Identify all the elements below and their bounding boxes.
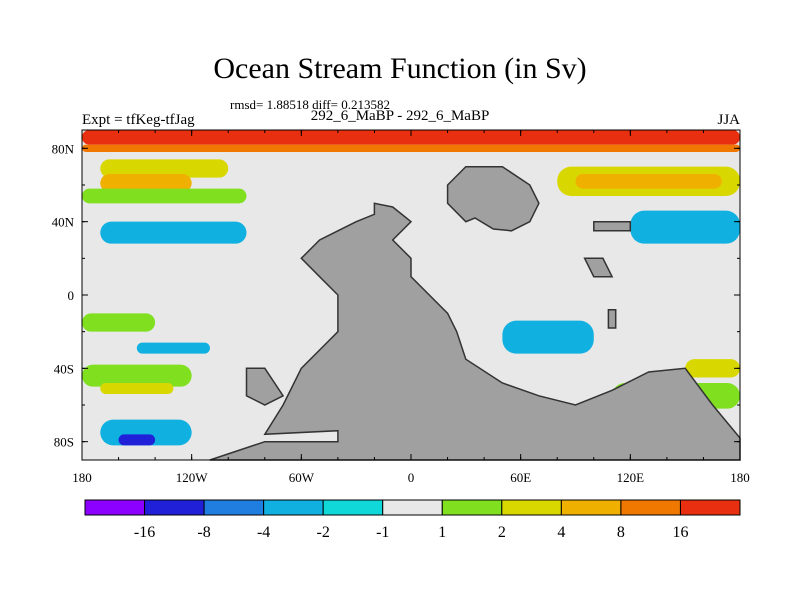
contour-region xyxy=(685,359,740,378)
x-tick-label: 60E xyxy=(510,470,531,485)
contour-region xyxy=(502,320,594,354)
season-label: JJA xyxy=(717,112,740,128)
colorbar-swatch xyxy=(382,499,443,516)
land-mask xyxy=(209,165,741,461)
y-tick-label: 80N xyxy=(52,141,75,156)
colorbar-label: -4 xyxy=(257,524,270,541)
colorbar-label: -1 xyxy=(376,524,389,541)
contour-region xyxy=(630,210,740,244)
contour-region xyxy=(82,364,192,387)
land-mask-shape xyxy=(245,367,285,406)
colorbar-label: -8 xyxy=(197,524,210,541)
axes: 180 120W 60W 0 60E 120E 180 80N 40N 0 40S 80S xyxy=(52,129,750,485)
colorbar-label: 4 xyxy=(557,524,565,541)
land-mask-shape xyxy=(446,165,540,232)
colorbar-swatch xyxy=(203,499,265,516)
land-mask-shape xyxy=(593,220,632,232)
contour-region xyxy=(100,221,247,244)
colorbar-swatch xyxy=(441,499,503,516)
land-mask-shape xyxy=(607,308,617,329)
x-tick-label: 0 xyxy=(408,470,415,485)
x-tick-label: 180 xyxy=(730,470,750,485)
colorbar-label: -16 xyxy=(134,524,155,541)
colorbar-swatch xyxy=(322,499,384,516)
x-tick-label: 180 xyxy=(72,470,92,485)
colorbar-swatch xyxy=(144,499,205,516)
colorbar-swatch xyxy=(679,499,741,516)
colorbar-swatch xyxy=(560,499,622,516)
contour-region xyxy=(136,342,210,354)
colorbar-label: 1 xyxy=(438,524,446,541)
colorbar-label: -2 xyxy=(317,524,330,541)
contour-region xyxy=(100,174,192,193)
colorbar-swatch xyxy=(501,499,562,516)
x-tick-label: 120W xyxy=(176,470,209,485)
land-mask-shape xyxy=(209,202,741,461)
chart-subtitle: rmsd= 1.88518 diff= 0.213582 xyxy=(230,97,390,112)
colorbar-label: 2 xyxy=(498,524,506,541)
x-tick-label: 60W xyxy=(289,470,315,485)
contour-region xyxy=(82,144,740,152)
colorbar-swatch xyxy=(263,499,324,516)
colorbar: -16 -8 -4 -2 -1 1 2 4 8 16 xyxy=(84,499,741,541)
contour-region xyxy=(118,434,156,446)
contour-region xyxy=(100,159,229,178)
case-label: 292_6_MaBP - 292_6_MaBP xyxy=(310,108,490,124)
chart-title: Ocean Stream Function (in Sv) xyxy=(213,52,587,85)
y-tick-label: 80S xyxy=(54,435,74,450)
y-tick-label: 0 xyxy=(68,288,75,303)
colorbar-label: 16 xyxy=(672,524,688,541)
contour-region xyxy=(82,188,247,204)
contour-region xyxy=(82,313,156,332)
contour-region xyxy=(82,130,740,145)
y-tick-label: 40N xyxy=(52,215,75,230)
colorbar-label: 8 xyxy=(617,524,625,541)
colorbar-swatch xyxy=(84,499,146,516)
x-tick-label: 120E xyxy=(617,470,645,485)
y-tick-label: 40S xyxy=(54,361,74,376)
land-mask-shape xyxy=(583,257,614,278)
colorbar-swatch xyxy=(620,499,681,516)
contour-region xyxy=(100,383,174,394)
contour-region xyxy=(575,174,722,189)
experiment-label: Expt = tfKeg-tfJag xyxy=(82,112,195,128)
